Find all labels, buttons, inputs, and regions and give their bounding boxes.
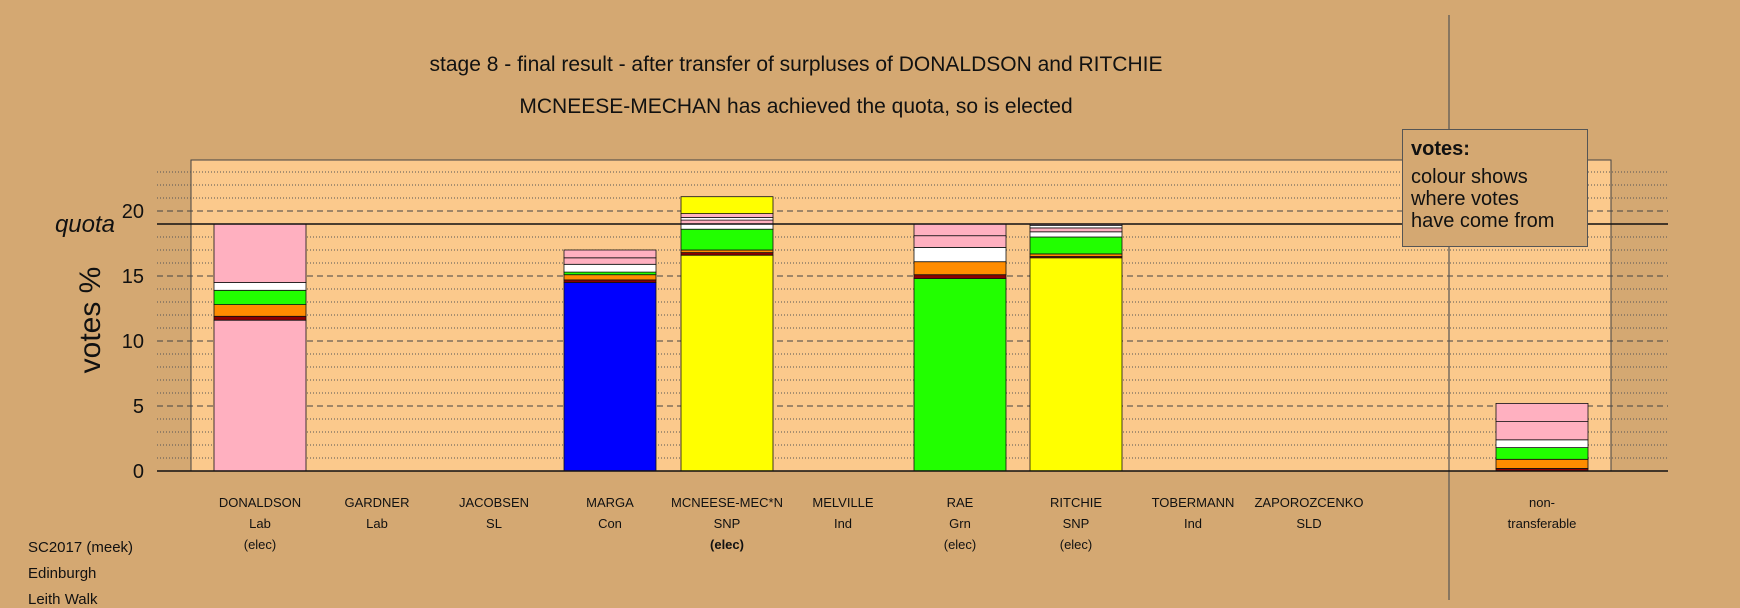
bar-mcneese-mec*n-segment	[680, 196, 774, 214]
candidate-label-ritchie: RITCHIE SNP (elec)	[1006, 492, 1146, 555]
y-tick-label: 5	[133, 396, 144, 418]
candidate-label-line: Con	[598, 516, 622, 531]
bar-nontransferable-segment	[1495, 447, 1589, 460]
candidate-label-mcneese-mec*n: MCNEESE-MEC*N SNP (elec)	[657, 492, 797, 555]
bar-marga-segment	[563, 263, 657, 273]
candidate-label-line: (elec)	[243, 537, 277, 552]
candidate-label-line: transferable	[1507, 516, 1577, 531]
candidate-label-line: RITCHIE	[1050, 495, 1102, 510]
bar-ritchie-segment	[1029, 227, 1123, 233]
candidate-label-line: GARDNER	[344, 495, 410, 510]
bar-marga-segment	[563, 257, 657, 265]
y-tick-label: 10	[122, 331, 144, 353]
bar-rae-segment	[913, 278, 1007, 472]
chart-title: stage 8 - final result - after transfer …	[429, 53, 1163, 76]
candidate-label-line: (elec)	[710, 537, 744, 552]
bar-rae-segment	[913, 223, 1007, 237]
bar-marga-segment	[563, 282, 657, 472]
candidate-label-zaporozcenko: ZAPOROZCENKO SLD	[1239, 492, 1379, 534]
bar-rae-segment	[913, 274, 1007, 280]
candidate-label-line: MELVILLE	[812, 495, 874, 510]
bar-marga-segment	[563, 249, 657, 259]
bar-marga-segment	[563, 274, 657, 281]
y-axis-label: votes %	[74, 267, 107, 374]
bar-donaldson-segment	[213, 289, 307, 305]
legend-box: votes: colour shows where votes have com…	[1402, 129, 1588, 247]
bar-nontransferable-segment	[1495, 421, 1589, 441]
y-tick-label: 15	[122, 266, 144, 288]
candidate-label-line: MARGA	[586, 495, 634, 510]
bar-donaldson-segment	[213, 319, 307, 472]
bar-ritchie-segment	[1029, 257, 1123, 472]
bar-rae-segment	[913, 261, 1007, 276]
bar-mcneese-mec*n-segment	[680, 228, 774, 251]
candidate-label-line: RAE	[946, 495, 974, 510]
y-tick-label: 20	[122, 201, 144, 223]
candidate-label-donaldson: DONALDSON Lab (elec)	[190, 492, 330, 555]
bar-donaldson-segment	[213, 315, 307, 321]
quota-label: quota	[55, 211, 115, 238]
candidate-label-line: Grn	[949, 516, 971, 531]
candidate-label-melville: MELVILLE Ind	[773, 492, 913, 534]
candidate-label-line: (elec)	[943, 537, 977, 552]
chart-subtitle: MCNEESE-MECHAN has achieved the quota, s…	[519, 95, 1073, 118]
bar-donaldson-segment	[213, 282, 307, 291]
bar-nontransferable-segment	[1495, 458, 1589, 469]
candidate-label-line: SNP	[713, 516, 741, 531]
candidate-label-line: (elec)	[1059, 537, 1093, 552]
candidate-label-line: SLD	[1296, 516, 1322, 531]
candidate-label-line: Ind	[833, 516, 853, 531]
bar-ritchie-segment	[1029, 236, 1123, 255]
candidate-label-line: Lab	[249, 516, 271, 531]
candidate-label-line: SNP	[1062, 516, 1090, 531]
y-tick-label: 0	[133, 461, 144, 483]
candidate-label-line: JACOBSEN	[458, 495, 530, 510]
candidate-label-jacobsen: JACOBSEN SL	[424, 492, 564, 534]
candidate-label-gardner: GARDNER Lab	[307, 492, 447, 534]
legend-line-2: where votes	[1411, 188, 1519, 210]
candidate-label-line: ZAPOROZCENKO	[1254, 495, 1364, 510]
footer-election: SC2017 (meek)	[28, 539, 134, 556]
legend-line-3: have come from	[1411, 210, 1555, 232]
candidate-label-tobermann: TOBERMANN Ind	[1123, 492, 1263, 534]
candidate-label-line: SL	[486, 516, 502, 531]
candidate-label-nontransferable: non-transferable	[1472, 492, 1612, 534]
bar-mcneese-mec*n-segment	[680, 223, 774, 230]
bar-mcneese-mec*n-segment	[680, 254, 774, 472]
candidate-label-line: Lab	[366, 516, 388, 531]
bar-rae-segment	[913, 235, 1007, 248]
legend-title: votes:	[1411, 138, 1470, 160]
bar-nontransferable-segment	[1495, 402, 1589, 422]
bar-mcneese-mec*n-segment	[680, 213, 774, 218]
candidate-label-marga: MARGA Con	[540, 492, 680, 534]
candidate-label-line: TOBERMANN	[1151, 495, 1235, 510]
legend-line-1: colour shows	[1411, 166, 1528, 188]
footer-council: Edinburgh	[28, 565, 97, 582]
candidate-label-line: MCNEESE-MEC*N	[671, 495, 783, 510]
candidate-label-line: Ind	[1183, 516, 1203, 531]
bar-ritchie-segment	[1029, 231, 1123, 238]
candidate-label-rae: RAE Grn (elec)	[890, 492, 1030, 555]
bar-donaldson-segment	[213, 223, 307, 283]
bar-rae-segment	[913, 246, 1007, 263]
bar-nontransferable-segment	[1495, 439, 1589, 448]
candidate-label-line: DONALDSON	[218, 495, 302, 510]
bar-donaldson-segment	[213, 304, 307, 317]
candidate-label-line: non-	[1528, 495, 1556, 510]
